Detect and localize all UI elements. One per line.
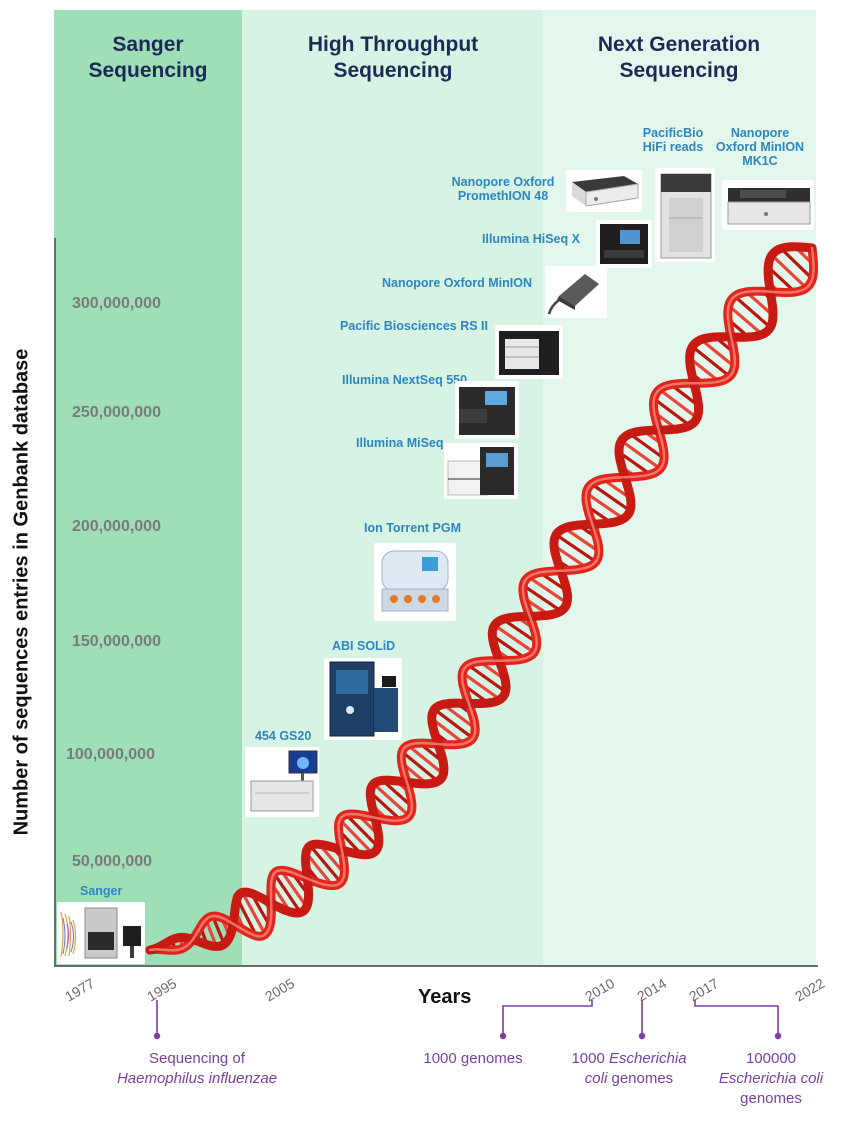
dna-rung <box>690 345 732 378</box>
dna-rung <box>688 356 721 384</box>
instrument-label-illumina-miseq: Illumina MiSeq <box>356 436 444 450</box>
era-title-next-generation: Next Generation Sequencing <box>597 33 761 82</box>
y-tick-250m: 250,000,000 <box>72 404 161 421</box>
promethion-drawing <box>572 176 639 207</box>
pacbio-rs2-icon <box>495 325 563 379</box>
instrument-label-hiseq-x: Illumina HiSeq X <box>482 232 580 246</box>
dna-rung <box>368 790 403 822</box>
dna-rung <box>526 575 569 605</box>
instrument-label-pacbio-hifi: PacificBio HiFi reads <box>642 126 704 154</box>
minion-mk1c-drawing <box>727 188 811 225</box>
dna-rung <box>652 397 692 428</box>
dna-rung <box>552 543 589 570</box>
y-axis-line <box>54 238 56 967</box>
y-tick-200m: 200,000,000 <box>72 518 161 535</box>
x-axis-label: Years <box>418 986 472 1008</box>
illumina-nextseq-drawing <box>459 387 515 435</box>
dna-rung <box>628 432 666 461</box>
era-band-sanger <box>54 10 242 965</box>
dna-rung <box>304 851 335 888</box>
dna-rung <box>733 294 772 329</box>
annotation-1000-ecoli: 1000 Escherichia coli genomes <box>571 1050 687 1087</box>
dna-rung <box>308 844 343 885</box>
pacbio-hifi-drawing <box>660 173 712 259</box>
dna-rung <box>432 707 475 740</box>
x-axis-line <box>54 965 818 967</box>
dna-rung <box>490 633 527 660</box>
ion-torrent-drawing <box>381 550 449 612</box>
dna-rung <box>279 868 309 909</box>
454-gs20-icon <box>245 747 319 817</box>
dna-rung <box>406 743 445 776</box>
454-gs20-drawing <box>250 750 318 812</box>
dna-rung <box>272 871 303 915</box>
dna-rung <box>501 617 539 645</box>
y-tick-150m: 150,000,000 <box>72 633 161 650</box>
dna-rung <box>430 717 466 746</box>
dna-rung <box>493 623 536 655</box>
sanger-sequencer-icon <box>57 902 145 964</box>
y-tick-100m: 100,000,000 <box>66 746 155 763</box>
instrument-label-sanger: Sanger <box>80 884 123 898</box>
minion-mk1c-icon <box>722 180 814 230</box>
instrument-label-promethion: Nanopore Oxford PromethION 48 <box>451 175 555 203</box>
dna-rung <box>657 387 699 420</box>
dna-rung <box>727 304 764 336</box>
dna-rung <box>344 812 380 849</box>
dna-rung <box>562 526 601 554</box>
instrument-label-ion-torrent: Ion Torrent PGM <box>364 521 461 535</box>
dna-rung <box>589 482 632 513</box>
abi-solid-drawing <box>329 661 398 737</box>
sanger-sequencer-drawing <box>60 907 141 959</box>
dna-rung <box>699 338 737 369</box>
pacbio-rs2-drawing <box>499 331 559 375</box>
annotation-haemophilus: Sequencing of Haemophilus influenzae <box>116 1050 278 1087</box>
dna-rung <box>770 253 808 290</box>
dna-rung <box>617 450 653 476</box>
dna-rung <box>766 265 797 294</box>
dna-rung <box>466 663 508 694</box>
instrument-label-illumina-nextseq: Illumina NextSeq 550 <box>342 373 468 387</box>
illumina-miseq-icon <box>444 443 518 499</box>
dna-rung <box>235 896 259 938</box>
dna-strand-highlight <box>148 246 815 952</box>
era-title-high-throughput: High Throughput Sequencing <box>307 33 479 82</box>
abi-solid-icon <box>324 658 402 740</box>
annotation-100000-ecoli: 100000 Escherichia coli genomes <box>718 1050 824 1107</box>
dna-rung <box>240 890 267 937</box>
ion-torrent-icon <box>374 543 456 621</box>
dna-rung <box>460 671 502 702</box>
instrument-label-minion-mk1c: Nanopore Oxford MinION MK1C <box>715 126 805 168</box>
dna-rung <box>441 702 477 731</box>
illumina-nextseq-icon <box>455 381 519 439</box>
dna-strand-b <box>145 242 817 955</box>
dna-rung <box>400 750 440 783</box>
promethion-icon <box>566 170 642 212</box>
dna-rung <box>521 583 563 613</box>
instrument-label-pacbio-rs2: Pacific Biosciences RS II <box>340 319 488 333</box>
instrument-label-minion: Nanopore Oxford MinION <box>382 276 532 290</box>
dna-rung <box>779 246 814 281</box>
pacbio-hifi-icon <box>655 168 715 262</box>
dna-rung <box>211 914 226 946</box>
era-title-sanger: Sanger Sequencing <box>88 33 208 82</box>
dna-rung <box>338 818 374 856</box>
y-tick-50m: 50,000,000 <box>72 853 153 870</box>
dna-rung <box>372 782 411 818</box>
dna-rung <box>554 533 598 564</box>
dna-rung <box>619 439 662 471</box>
minion-drawing <box>547 274 599 315</box>
y-tick-300m: 300,000,000 <box>72 295 161 312</box>
dna-rung <box>584 491 626 521</box>
instrument-label-abi-solid: ABI SOLiD <box>332 639 396 653</box>
hiseq-x-icon <box>596 220 652 268</box>
instrument-label-454-gs20: 454 GS20 <box>255 729 312 743</box>
illumina-miseq-drawing <box>447 447 514 496</box>
minion-icon <box>545 266 607 318</box>
hiseq-x-drawing <box>600 224 648 264</box>
annotation-1000-genomes: 1000 genomes <box>423 1050 523 1067</box>
